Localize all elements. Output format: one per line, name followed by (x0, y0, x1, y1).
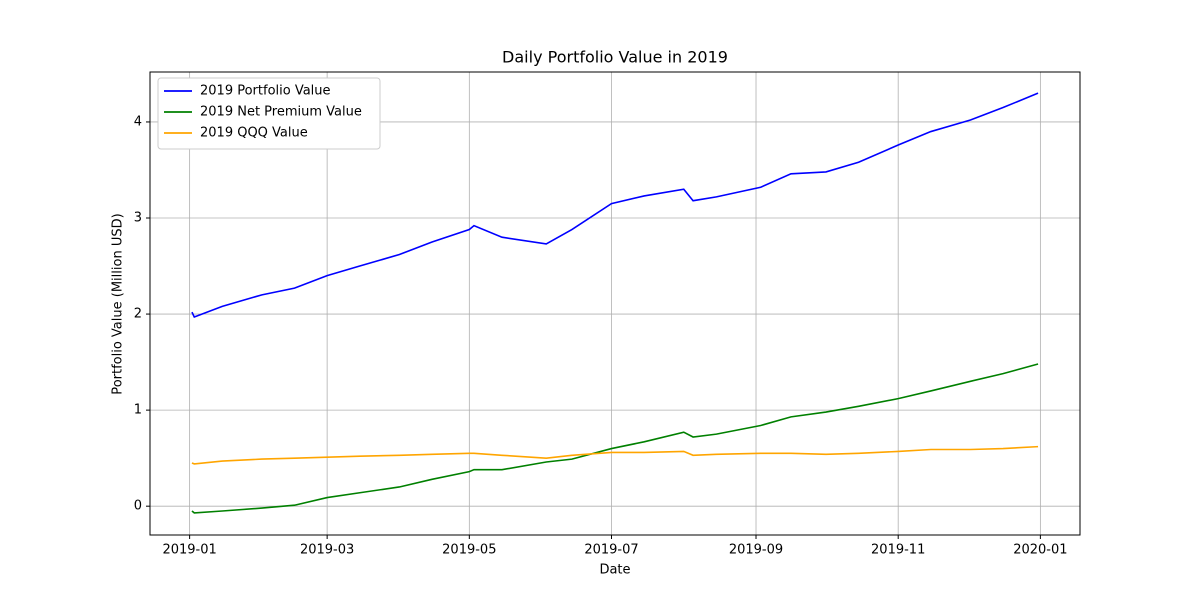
x-tick-label: 2019-11 (871, 543, 925, 558)
x-tick-label: 2019-03 (300, 543, 354, 558)
plot-frame (149, 71, 1081, 536)
x-tick-label: 2019-05 (442, 543, 496, 558)
legend-box (157, 77, 381, 150)
y-tick-label: 0 (134, 499, 142, 514)
legend-label: 2019 QQQ Value (200, 126, 308, 141)
x-axis-label: Date (599, 563, 630, 578)
legend-label: 2019 Net Premium Value (200, 105, 362, 120)
legend-label: 2019 Portfolio Value (200, 84, 331, 99)
x-tick-label: 2019-07 (584, 543, 638, 558)
x-tick-label: 2020-01 (1013, 543, 1067, 558)
chart-title: Daily Portfolio Value in 2019 (502, 48, 728, 67)
x-tick-label: 2019-01 (162, 543, 216, 558)
y-axis-label: Portfolio Value (Million USD) (111, 213, 126, 394)
x-tick-label: 2019-09 (729, 543, 783, 558)
y-tick-label: 3 (134, 211, 142, 226)
series-line (191, 445, 1039, 465)
y-tick-label: 4 (134, 114, 142, 129)
series-line (191, 92, 1039, 318)
legend: 2019 Portfolio Value 2019 Net Premium Val… (157, 77, 381, 150)
y-tick-label: 1 (134, 403, 142, 418)
series-line (191, 363, 1039, 514)
y-tick-label: 2 (134, 307, 142, 322)
